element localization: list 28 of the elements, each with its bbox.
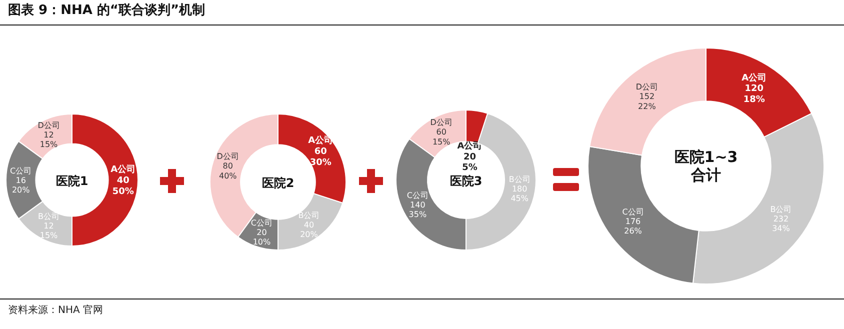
data-label: 60 30% — [310, 147, 332, 168]
slice-label: C公司 — [622, 208, 644, 217]
data-label: 60 15% — [432, 128, 451, 146]
data-label: 176 26% — [624, 217, 642, 236]
data-label: 80 40% — [218, 162, 238, 180]
slice-label: C公司 — [10, 166, 32, 176]
slice-label: A公司 — [742, 72, 767, 84]
slice-label: D公司 — [636, 82, 658, 92]
text: 医院1 — [56, 174, 88, 188]
text: 医院3 — [450, 174, 482, 188]
data-label: 16 20% — [12, 176, 30, 195]
slice-label: C公司 — [250, 218, 273, 228]
slice-label: C公司 — [406, 191, 428, 200]
slice-label: A公司 — [110, 164, 136, 176]
text: 资料来源：NHA 官网 — [8, 304, 104, 316]
text: 医院1~3 合计 — [674, 148, 738, 184]
slice-label: D公司 — [430, 118, 452, 128]
data-label: 20 5% — [462, 152, 478, 174]
text: 医院2 — [262, 176, 294, 190]
slice-label: D公司 — [216, 152, 239, 162]
text: 图表 9：NHA 的“联合谈判”机制 — [8, 2, 206, 18]
data-label: 12 15% — [40, 130, 58, 150]
data-label: 152 22% — [638, 92, 656, 111]
data-label: 40 50% — [112, 176, 134, 197]
data-label: 140 35% — [408, 200, 427, 220]
slice-label: D公司 — [38, 120, 60, 130]
data-label: 20 10% — [252, 228, 272, 247]
data-label: 120 18% — [743, 84, 765, 106]
